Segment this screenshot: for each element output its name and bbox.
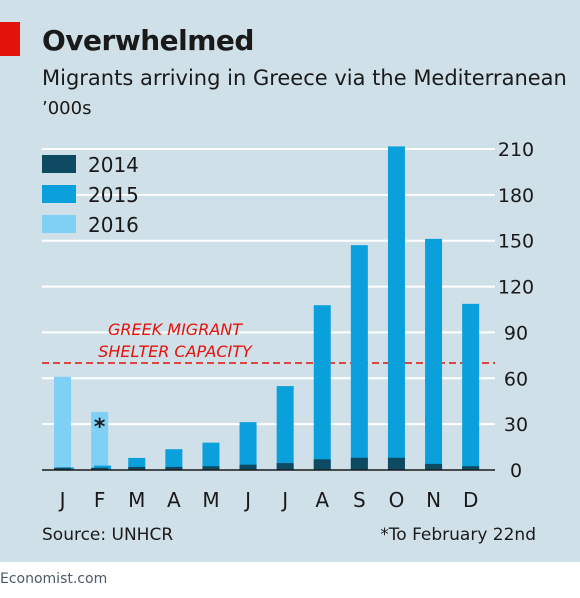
y-tick-label: 30 xyxy=(504,414,528,436)
bar-2014 xyxy=(239,464,257,470)
bar-2014 xyxy=(202,466,220,470)
x-tick-label: A xyxy=(167,488,181,512)
source-note: Source: UNHCR xyxy=(42,525,174,545)
bar-2015 xyxy=(462,303,480,470)
bar-2015 xyxy=(425,238,443,470)
footnote-asterisk: * xyxy=(94,415,106,440)
bar-2015 xyxy=(202,442,220,470)
y-tick-label: 180 xyxy=(498,185,534,207)
y-tick-label: 0 xyxy=(510,460,522,482)
footnote: *To February 22nd xyxy=(380,525,536,545)
x-tick-label: N xyxy=(426,488,441,512)
bar-2015 xyxy=(350,245,368,470)
y-tick-label: 150 xyxy=(498,231,534,253)
x-tick-label: M xyxy=(202,488,219,512)
y-tick-label: 60 xyxy=(504,368,528,390)
shelter-capacity-label: GREEK MIGRANT xyxy=(108,320,243,339)
x-tick-label: A xyxy=(315,488,329,512)
legend-swatch xyxy=(42,215,76,233)
chart-subtitle: Migrants arriving in Greece via the Medi… xyxy=(42,66,567,90)
chart-unit: ’000s xyxy=(42,98,92,119)
red-tab-marker xyxy=(0,22,20,56)
bar-2015 xyxy=(165,449,183,470)
bar-2015 xyxy=(387,146,405,470)
x-tick-label: J xyxy=(243,488,251,512)
legend-swatch xyxy=(42,185,76,203)
bar-2014 xyxy=(54,467,72,470)
bar-2016 xyxy=(54,376,72,470)
brand-label: Economist.com xyxy=(0,571,108,587)
x-tick-label: O xyxy=(389,488,405,512)
bar-2014 xyxy=(128,466,146,470)
bar-2014 xyxy=(91,467,109,470)
legend-swatch xyxy=(42,155,76,173)
x-tick-label: F xyxy=(94,488,106,512)
x-tick-label: J xyxy=(58,488,66,512)
bar-2014 xyxy=(387,457,405,470)
y-tick-label: 120 xyxy=(498,277,534,299)
x-tick-label: M xyxy=(128,488,145,512)
bar-2015 xyxy=(276,386,294,470)
bar-2016 xyxy=(91,411,109,470)
bar-2014 xyxy=(276,463,294,470)
x-tick-label: J xyxy=(280,488,288,512)
y-tick-label: 210 xyxy=(498,139,534,161)
x-tick-label: S xyxy=(353,488,366,512)
x-tick-label: D xyxy=(463,488,478,512)
bar-2014 xyxy=(350,457,368,470)
bar-2015 xyxy=(313,305,331,470)
legend-label: 2014 xyxy=(88,153,139,177)
legend-label: 2016 xyxy=(88,213,139,237)
bar-2014 xyxy=(313,459,331,470)
bar-2014 xyxy=(425,463,443,470)
bar-2014 xyxy=(165,466,183,470)
shelter-capacity-label: SHELTER CAPACITY xyxy=(98,342,253,361)
chart-title: Overwhelmed xyxy=(42,24,254,57)
legend-label: 2015 xyxy=(88,183,139,207)
bar-2014 xyxy=(462,466,480,470)
bar-2015 xyxy=(239,422,257,470)
y-tick-label: 90 xyxy=(504,322,528,344)
